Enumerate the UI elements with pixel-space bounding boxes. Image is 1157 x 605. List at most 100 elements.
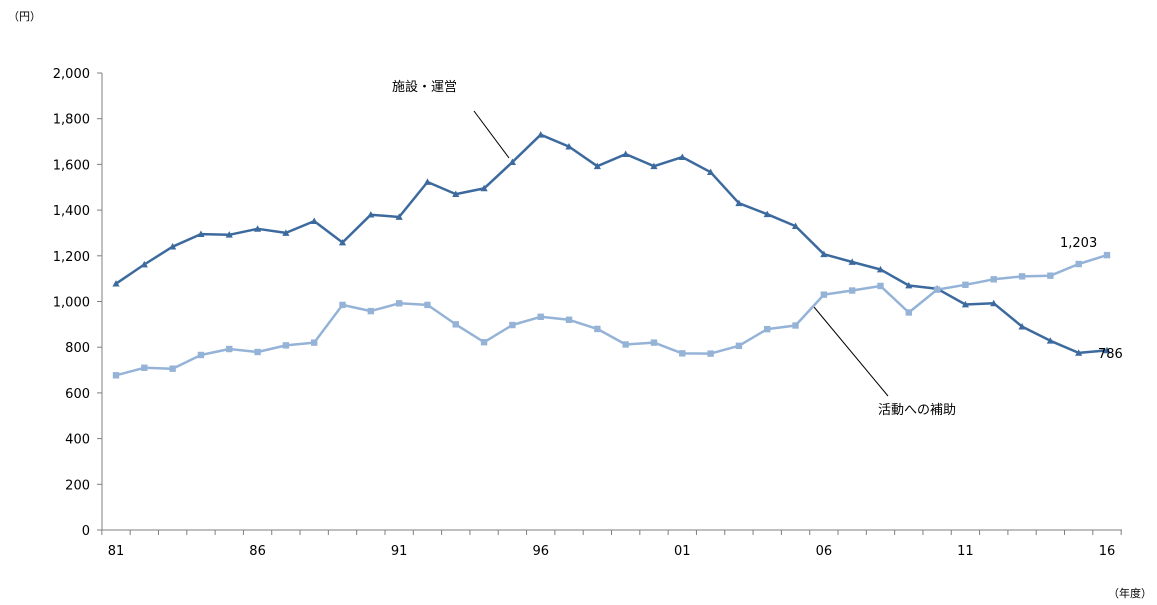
series-2-point	[509, 321, 516, 329]
series-1-leader-line	[473, 110, 510, 159]
series-2-point	[848, 287, 856, 294]
series-2-point	[707, 350, 714, 357]
series-1-point	[282, 229, 290, 236]
series-2-point	[792, 322, 799, 329]
series-1-point	[112, 280, 120, 287]
x-tick-label: 86	[249, 544, 266, 559]
series-1-point	[197, 230, 205, 237]
x-tick-label: 16	[1099, 544, 1116, 559]
series-2-point	[650, 339, 658, 346]
y-tick-label: 400	[65, 433, 90, 448]
series-1-line	[115, 133, 1108, 355]
series-2-point	[367, 307, 375, 315]
series-1-point	[225, 231, 233, 238]
series-2-point	[282, 342, 290, 349]
series-1-point	[140, 260, 148, 268]
series-2-line	[115, 253, 1108, 377]
series-1-point	[763, 210, 771, 218]
series-2-point	[1018, 273, 1026, 280]
series-2-point	[877, 282, 884, 290]
series-2-point	[197, 351, 205, 359]
series-1-point	[622, 150, 630, 157]
series-2-point	[339, 301, 346, 309]
series-layer	[112, 131, 1111, 379]
series-2-point	[565, 316, 573, 323]
series-2-point	[622, 341, 629, 348]
x-tick-label: 81	[108, 544, 125, 559]
series-2-point	[424, 301, 431, 309]
series-2-point	[226, 345, 233, 353]
y-tick-label: 1,200	[53, 250, 90, 265]
series-1-point	[1075, 349, 1083, 356]
series-1-point	[735, 199, 743, 207]
series-2-point	[933, 286, 941, 293]
series-2-point	[169, 365, 176, 372]
series-1-point	[876, 265, 885, 273]
series-2-point	[764, 325, 771, 333]
series-1-point	[452, 190, 460, 197]
series-2-point	[962, 281, 969, 289]
series-2-annotation: 活動への補助	[878, 403, 956, 418]
series-1-point	[565, 142, 573, 150]
series-2-point	[254, 348, 261, 356]
y-tick-label: 600	[65, 387, 90, 402]
series-1-point	[961, 300, 970, 308]
series-1-end-value-label: 786	[1098, 347, 1123, 362]
series-1-point	[990, 299, 998, 307]
series-2-point	[1103, 251, 1111, 259]
series-2-point	[1047, 272, 1054, 279]
series-1-point	[253, 225, 262, 232]
x-tick-label: 01	[674, 544, 691, 559]
series-1-point	[848, 258, 856, 265]
series-1-point	[169, 243, 177, 250]
x-unit-label: （年度）	[1108, 586, 1152, 600]
series-1-point	[593, 162, 601, 170]
y-tick-label: 1,600	[53, 158, 90, 173]
series-2-point	[395, 300, 403, 307]
series-2-point	[452, 321, 459, 328]
series-2-point	[594, 325, 601, 333]
series-2-point	[905, 309, 912, 316]
series-2-point	[112, 372, 120, 379]
series-2-leader-line	[813, 306, 889, 397]
series-2-point	[735, 342, 743, 350]
y-tick-label: 0	[82, 524, 90, 539]
series-1-point	[905, 281, 913, 289]
y-tick-label: 1,400	[53, 204, 90, 219]
series-1-point	[480, 184, 488, 192]
series-1-point	[508, 158, 516, 165]
series-2-point	[679, 350, 686, 357]
x-axis-ticks: 81 86 91 96 01 06 11 16	[101, 530, 1122, 559]
series-2-point	[820, 291, 828, 298]
y-tick-label: 1,800	[53, 113, 90, 128]
y-tick-label: 2,000	[53, 67, 90, 82]
x-tick-label: 91	[391, 544, 408, 559]
series-2-point	[1075, 260, 1082, 268]
y-tick-label: 200	[65, 478, 90, 493]
series-2-point	[537, 313, 544, 321]
series-2-point	[480, 338, 488, 346]
series-2-point	[311, 339, 318, 346]
y-tick-label: 1,000	[53, 296, 90, 311]
series-1-point	[395, 213, 403, 220]
series-1-point	[537, 131, 545, 138]
series-1-point	[423, 178, 432, 185]
x-tick-label: 11	[957, 544, 974, 559]
series-1-point	[1018, 323, 1026, 330]
series-1-point	[1103, 346, 1111, 354]
series-1-point	[678, 153, 686, 160]
series-1-point	[707, 168, 715, 176]
y-axis-ticks: 0 200 400 600 800 1,000 1,200 1,400 1,600 1,800 2,…	[53, 67, 102, 539]
series-1-annotation: 施設・運営	[392, 79, 457, 95]
x-tick-label: 96	[532, 544, 549, 559]
series-2-point	[141, 364, 148, 371]
series-1-point	[1046, 337, 1054, 344]
series-1-point	[310, 217, 318, 224]
series-1-point	[820, 250, 828, 258]
x-tick-label: 06	[816, 544, 833, 559]
series-2-end-value-label: 1,203	[1060, 236, 1097, 251]
series-1-point	[791, 222, 800, 229]
y-unit-label: （円）	[8, 10, 41, 23]
series-1-point	[650, 162, 658, 170]
